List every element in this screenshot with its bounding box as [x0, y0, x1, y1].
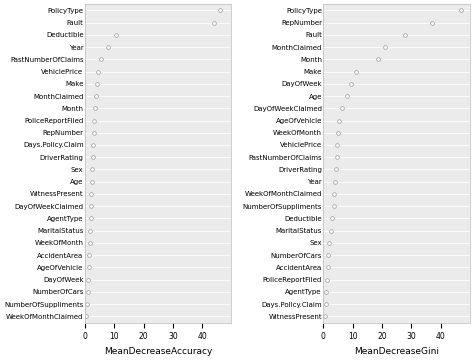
Point: [457, 8, 465, 13]
Point: [93, 81, 100, 87]
Point: [321, 314, 328, 319]
Point: [428, 20, 436, 26]
Point: [381, 44, 389, 50]
Point: [112, 32, 119, 38]
Point: [322, 289, 330, 295]
Point: [94, 69, 102, 75]
Point: [374, 57, 381, 62]
Point: [91, 105, 99, 111]
Point: [88, 191, 95, 197]
Point: [323, 277, 331, 283]
Point: [333, 154, 340, 160]
Point: [92, 93, 100, 99]
Point: [331, 179, 339, 185]
Point: [90, 130, 98, 136]
Point: [328, 216, 336, 221]
Point: [335, 118, 342, 123]
Point: [83, 301, 91, 307]
Point: [330, 203, 337, 209]
Point: [85, 277, 92, 283]
Point: [89, 167, 96, 172]
Point: [331, 191, 338, 197]
Point: [82, 314, 90, 319]
Point: [334, 142, 341, 148]
Point: [86, 228, 94, 234]
X-axis label: MeanDecreaseGini: MeanDecreaseGini: [354, 347, 439, 356]
Point: [86, 240, 94, 246]
Point: [89, 179, 96, 185]
Point: [216, 8, 224, 13]
Point: [91, 118, 98, 123]
Point: [332, 167, 339, 172]
Point: [89, 142, 97, 148]
Point: [89, 154, 97, 160]
Point: [84, 289, 91, 295]
Point: [334, 130, 342, 136]
Point: [85, 252, 93, 258]
Point: [87, 203, 95, 209]
Point: [343, 93, 351, 99]
Point: [97, 57, 105, 62]
Point: [324, 265, 331, 270]
Point: [85, 265, 93, 270]
Point: [325, 240, 332, 246]
Point: [338, 105, 346, 111]
Point: [105, 44, 112, 50]
X-axis label: MeanDecreaseAccuracy: MeanDecreaseAccuracy: [104, 347, 212, 356]
Point: [87, 216, 95, 221]
Point: [352, 69, 359, 75]
Point: [327, 228, 335, 234]
Point: [324, 252, 331, 258]
Point: [347, 81, 355, 87]
Point: [210, 20, 218, 26]
Point: [322, 301, 329, 307]
Point: [401, 32, 409, 38]
